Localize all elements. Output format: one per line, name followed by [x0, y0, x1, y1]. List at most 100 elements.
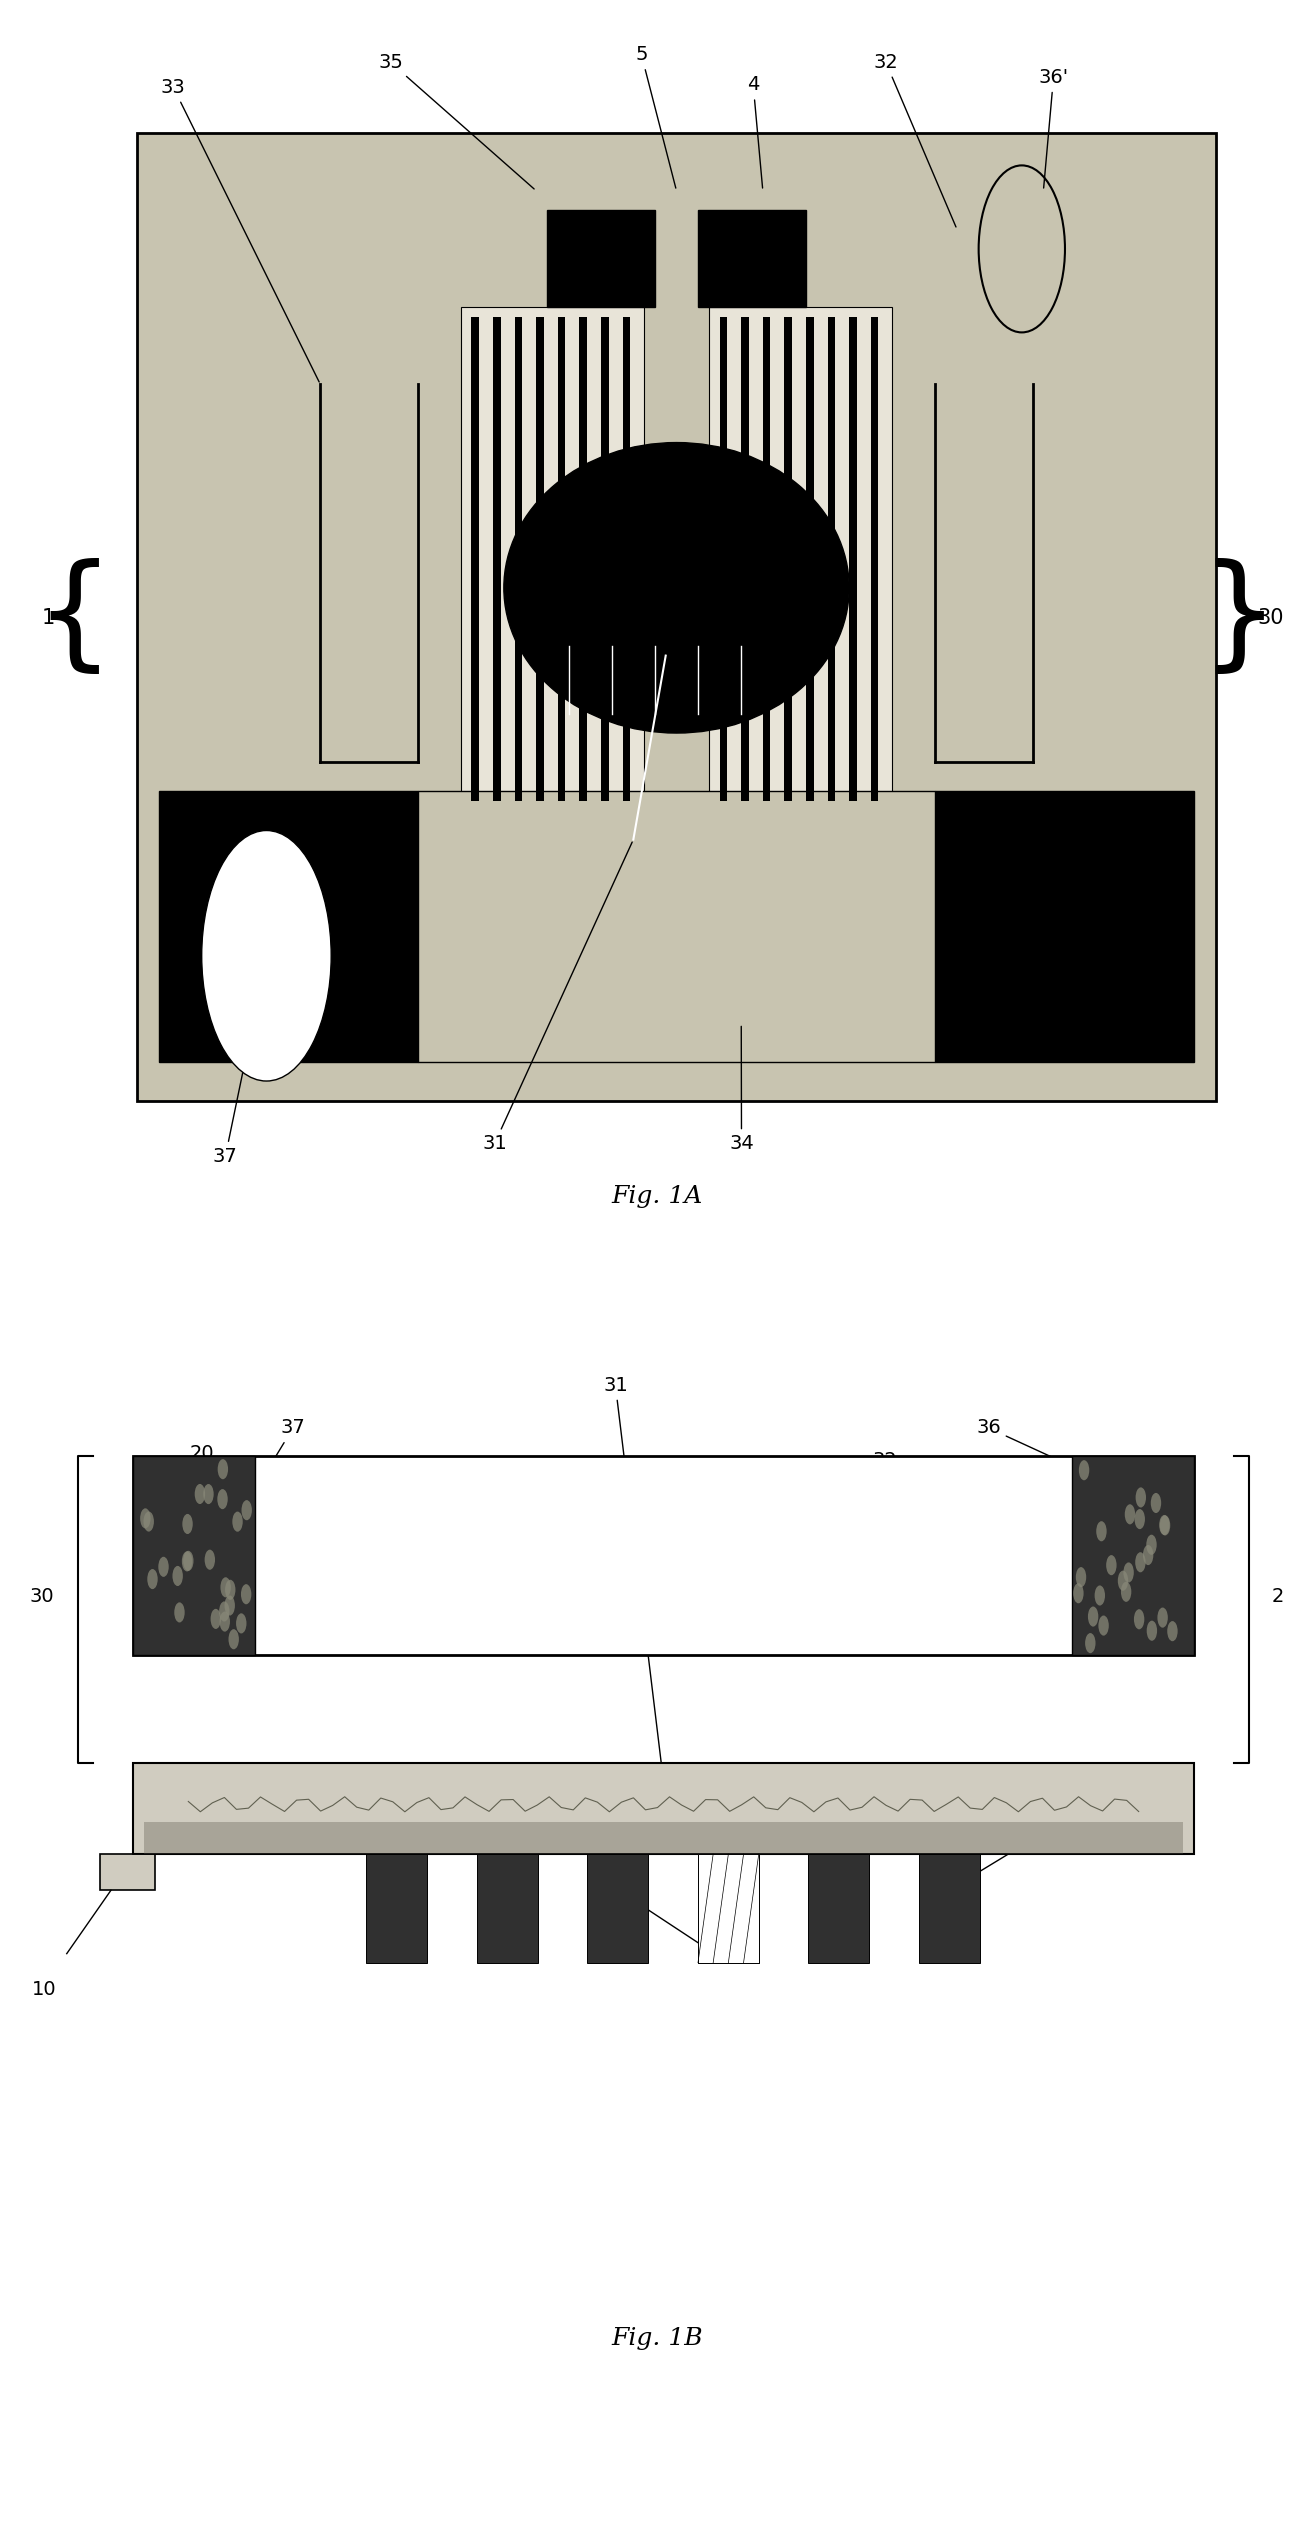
Text: 1: 1	[42, 607, 55, 627]
Text: 2: 2	[1272, 1588, 1284, 1606]
Circle shape	[225, 1596, 235, 1616]
Bar	[587, 1854, 648, 1963]
Circle shape	[1134, 1608, 1144, 1629]
Bar	[805, 316, 813, 802]
Bar	[133, 1763, 1194, 1854]
Bar	[137, 132, 1215, 1100]
Bar	[698, 1854, 758, 1963]
Circle shape	[1088, 1606, 1099, 1626]
Circle shape	[225, 1581, 235, 1601]
Circle shape	[1135, 1553, 1146, 1573]
Bar	[461, 306, 644, 809]
Text: 20: 20	[168, 1444, 214, 1482]
Text: 5: 5	[635, 46, 675, 187]
Circle shape	[1151, 1492, 1162, 1512]
Bar	[918, 1854, 980, 1963]
Circle shape	[1123, 1563, 1134, 1583]
Circle shape	[1125, 1505, 1135, 1525]
Circle shape	[240, 1583, 251, 1603]
Text: 30: 30	[1257, 607, 1284, 627]
Bar	[145, 1823, 1183, 1854]
Bar	[763, 316, 770, 802]
Circle shape	[1074, 1583, 1084, 1603]
Bar	[936, 792, 1194, 1062]
Circle shape	[141, 1507, 151, 1528]
Bar	[472, 316, 480, 802]
Text: 32: 32	[874, 53, 957, 228]
Bar	[493, 316, 501, 802]
Bar	[871, 316, 878, 802]
Circle shape	[143, 1512, 154, 1533]
Circle shape	[1118, 1571, 1129, 1591]
Circle shape	[1099, 1616, 1109, 1636]
Text: 33: 33	[369, 1839, 396, 1907]
Circle shape	[217, 1490, 227, 1510]
Bar	[698, 1854, 758, 1963]
Circle shape	[218, 1459, 229, 1479]
Bar	[623, 316, 631, 802]
Circle shape	[237, 1614, 247, 1634]
Text: {: {	[34, 556, 114, 678]
Circle shape	[1146, 1535, 1156, 1555]
Bar	[579, 316, 587, 802]
Circle shape	[183, 1550, 193, 1571]
Circle shape	[1106, 1555, 1117, 1576]
Bar	[828, 316, 836, 802]
Bar	[547, 210, 654, 306]
Circle shape	[233, 1512, 243, 1533]
Bar	[159, 792, 418, 1062]
Circle shape	[1159, 1515, 1169, 1535]
Bar	[515, 316, 522, 802]
Circle shape	[1134, 1510, 1144, 1530]
Circle shape	[1079, 1459, 1089, 1479]
Text: 31: 31	[603, 1376, 664, 1778]
Text: Fig. 1B: Fig. 1B	[611, 2327, 703, 2349]
Text: 37: 37	[213, 1065, 244, 1166]
Circle shape	[183, 1515, 193, 1535]
Bar	[600, 316, 608, 802]
Bar	[133, 1457, 255, 1654]
Bar	[784, 316, 792, 802]
Circle shape	[1135, 1487, 1146, 1507]
Bar	[536, 316, 544, 802]
Circle shape	[1085, 1634, 1096, 1654]
Circle shape	[158, 1558, 168, 1578]
Circle shape	[202, 830, 331, 1080]
Circle shape	[172, 1565, 183, 1586]
Bar	[698, 210, 805, 306]
Bar	[133, 1457, 1194, 1654]
Circle shape	[1143, 1545, 1154, 1565]
Circle shape	[1096, 1522, 1106, 1540]
Bar	[100, 1854, 155, 1889]
Text: 37: 37	[201, 1419, 305, 1581]
Text: 34: 34	[729, 1027, 754, 1153]
Bar	[558, 316, 565, 802]
Circle shape	[1147, 1621, 1158, 1641]
Text: 36: 36	[976, 1419, 1125, 1490]
Text: 36': 36'	[1038, 68, 1068, 187]
Circle shape	[204, 1485, 214, 1505]
Text: }: }	[1200, 556, 1280, 678]
Text: 31: 31	[482, 842, 632, 1153]
Circle shape	[229, 1629, 239, 1649]
Text: 32: 32	[872, 1452, 1125, 1598]
Circle shape	[210, 1608, 221, 1629]
Circle shape	[242, 1500, 252, 1520]
Circle shape	[1121, 1581, 1131, 1601]
Circle shape	[219, 1611, 230, 1631]
Text: 10: 10	[33, 1980, 57, 2000]
Circle shape	[205, 1550, 215, 1571]
Text: 30: 30	[29, 1588, 54, 1606]
Circle shape	[219, 1601, 230, 1621]
Text: 35: 35	[378, 53, 533, 190]
Text: 4: 4	[921, 1796, 1095, 1907]
Circle shape	[1160, 1515, 1171, 1535]
Bar	[808, 1854, 870, 1963]
Bar	[849, 316, 857, 802]
Circle shape	[1076, 1568, 1087, 1588]
Ellipse shape	[503, 443, 849, 733]
Bar	[367, 1854, 427, 1963]
Bar	[418, 792, 936, 1062]
Circle shape	[194, 1485, 205, 1505]
Circle shape	[1158, 1608, 1168, 1629]
